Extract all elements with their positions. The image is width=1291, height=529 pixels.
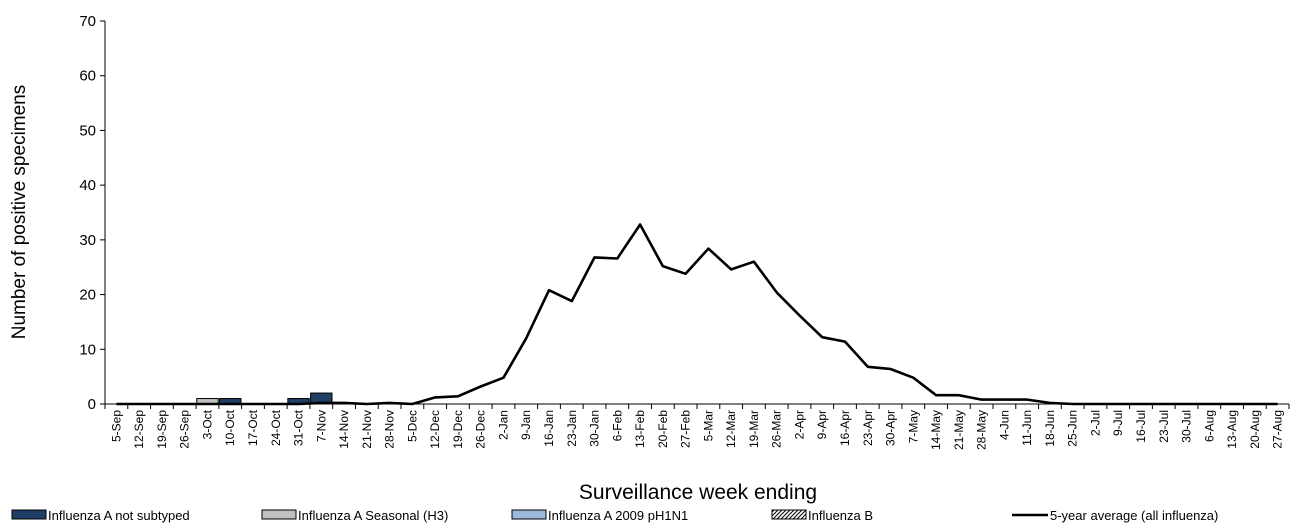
x-tick-label: 12-Mar: [724, 410, 738, 448]
y-tick-label: 70: [79, 13, 96, 30]
y-tick-label: 60: [79, 68, 96, 85]
x-tick-label: 5-Sep: [109, 410, 123, 442]
legend-label: 5-year average (all influenza): [1050, 508, 1218, 523]
legend-swatch: [11, 509, 47, 520]
x-tick-label: 16-Jan: [542, 410, 556, 447]
y-tick-label: 10: [79, 341, 96, 358]
legend: Influenza A not subtyped Influenza A Seas…: [11, 508, 1218, 523]
x-tick-label: 27-Feb: [679, 410, 693, 448]
y-tick-label: 50: [79, 122, 96, 139]
x-tick-label: 28-May: [975, 410, 989, 450]
x-tick-label: 23-Jan: [565, 410, 579, 447]
x-tick-label: 26-Mar: [770, 410, 784, 448]
x-tick-label: 9-Apr: [815, 410, 829, 439]
series-line-5-year-average: [116, 223, 1278, 406]
x-tick-label: 30-Jan: [588, 410, 602, 447]
x-tick-label: 12-Sep: [132, 410, 146, 449]
x-tick-label: 10-Oct: [223, 409, 237, 446]
x-tick-label: 26-Dec: [474, 410, 488, 449]
plot-area: 0 10 20 30 40 50 60 70 5-Sep 12-Sep 19-Sep 26-Sep 3-…: [79, 13, 1290, 450]
x-tick-label: 11-Jun: [1020, 410, 1034, 446]
x-tick-label: 2-Jul: [1088, 410, 1102, 436]
x-tick-label: 14-May: [929, 410, 943, 450]
x-tick-label: 7-May: [906, 410, 920, 443]
x-tick-label: 20-Aug: [1248, 410, 1262, 449]
x-tick-label: 26-Sep: [178, 410, 192, 449]
x-tick-label: 5-Mar: [701, 410, 715, 441]
y-axis-label: Number of positive specimens: [9, 85, 30, 340]
legend-label: Influenza B: [808, 508, 873, 523]
x-tick-label: 3-Oct: [200, 409, 214, 439]
x-tick-label: 16-Apr: [838, 410, 852, 446]
x-tick-label: 13-Feb: [633, 410, 647, 448]
x-tick-label: 14-Nov: [337, 410, 351, 449]
x-tick-label: 17-Oct: [246, 409, 260, 446]
x-tick-label: 16-Jul: [1134, 410, 1148, 443]
x-tick-label: 5-Dec: [405, 410, 419, 442]
x-tick-label: 21-May: [952, 410, 966, 450]
x-tick-label: 6-Feb: [610, 410, 624, 442]
legend-label: Influenza A 2009 pH1N1: [548, 508, 688, 523]
x-tick-label: 7-Nov: [314, 410, 328, 442]
y-tick-label: 0: [88, 396, 96, 413]
x-tick-label: 20-Feb: [656, 410, 670, 448]
x-tick-label: 18-Jun: [1043, 410, 1057, 447]
x-tick-label: 19-Dec: [451, 410, 465, 449]
x-tick-label: 4-Jun: [997, 410, 1011, 440]
x-tick-label: 9-Jan: [519, 410, 533, 440]
x-tick-label: 19-Mar: [747, 410, 761, 448]
x-tick-label: 30-Apr: [884, 410, 898, 446]
x-tick-label: 23-Apr: [861, 410, 875, 446]
legend-label: Influenza A not subtyped: [48, 508, 190, 523]
x-tick-label: 21-Nov: [360, 410, 374, 449]
x-tick-label: 30-Jul: [1180, 410, 1194, 443]
legend-swatch: [771, 509, 807, 520]
x-tick-label: 12-Dec: [428, 410, 442, 449]
x-tick-label: 9-Jul: [1111, 410, 1125, 436]
y-tick-label: 30: [79, 232, 96, 249]
x-tick-label: 23-Jul: [1157, 410, 1171, 443]
legend-swatch: [511, 509, 547, 520]
x-tick-label: 31-Oct: [292, 409, 306, 446]
legend-label: Influenza A Seasonal (H3): [298, 508, 448, 523]
x-tick-label: 27-Aug: [1271, 410, 1285, 449]
x-tick-label: 6-Aug: [1202, 410, 1216, 442]
x-tick-label: 28-Nov: [383, 410, 397, 449]
legend-swatch: [261, 509, 297, 520]
x-tick-label: 24-Oct: [269, 409, 283, 446]
y-tick-label: 20: [79, 287, 96, 304]
x-tick-label: 25-Jun: [1066, 410, 1080, 447]
x-tick-label: 2-Jan: [496, 410, 510, 440]
x-tick-label: 2-Apr: [792, 410, 806, 439]
y-tick-label: 40: [79, 177, 96, 194]
x-tick-label: 19-Sep: [155, 410, 169, 449]
x-axis-label: Surveillance week ending: [579, 481, 817, 504]
x-tick-label: 13-Aug: [1225, 410, 1239, 449]
